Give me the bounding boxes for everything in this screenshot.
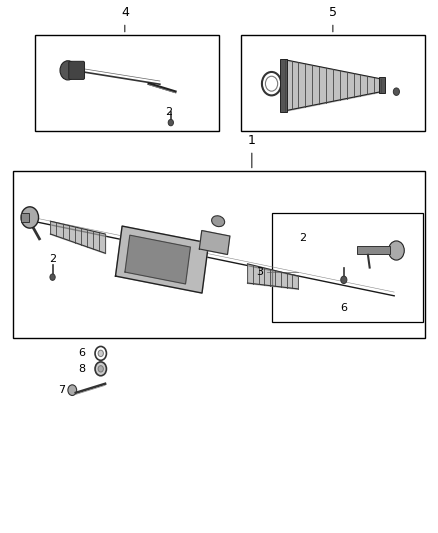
Bar	[13, 171, 425, 338]
Text: 3: 3	[256, 267, 263, 277]
Text: 8: 8	[78, 364, 85, 374]
Circle shape	[95, 362, 106, 376]
Polygon shape	[116, 226, 208, 293]
Text: 4: 4	[121, 6, 129, 19]
Circle shape	[389, 241, 404, 260]
Bar	[272, 213, 423, 322]
Circle shape	[98, 350, 103, 357]
Text: 2: 2	[49, 254, 56, 264]
Bar	[379, 77, 385, 93]
Circle shape	[341, 276, 347, 284]
Text: 6: 6	[78, 348, 85, 358]
Text: 5: 5	[329, 6, 337, 19]
FancyBboxPatch shape	[69, 61, 85, 79]
Circle shape	[168, 119, 173, 126]
Circle shape	[21, 207, 39, 228]
Text: 2: 2	[165, 107, 172, 117]
Circle shape	[60, 61, 76, 80]
Bar	[35, 35, 219, 131]
Text: 1: 1	[248, 134, 256, 147]
Bar	[21, 213, 29, 222]
Circle shape	[98, 366, 103, 372]
Polygon shape	[125, 235, 191, 284]
Circle shape	[95, 346, 106, 360]
Bar	[280, 59, 287, 112]
Circle shape	[68, 385, 77, 395]
Circle shape	[50, 274, 55, 280]
Circle shape	[393, 88, 399, 95]
Ellipse shape	[212, 216, 225, 227]
Bar	[241, 35, 425, 131]
Text: 7: 7	[58, 385, 65, 395]
Text: 6: 6	[340, 303, 347, 313]
Text: 2: 2	[299, 232, 306, 243]
Circle shape	[265, 76, 278, 91]
Bar	[357, 246, 390, 254]
Circle shape	[262, 72, 281, 95]
Polygon shape	[199, 231, 230, 254]
